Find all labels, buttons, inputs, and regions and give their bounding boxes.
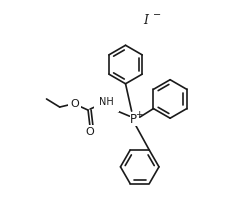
- Text: O: O: [86, 127, 95, 137]
- Text: +: +: [135, 110, 142, 119]
- Text: −: −: [153, 10, 161, 20]
- Text: I: I: [143, 14, 148, 28]
- Text: P: P: [130, 113, 137, 126]
- Text: O: O: [71, 99, 79, 109]
- Text: NH: NH: [99, 97, 114, 107]
